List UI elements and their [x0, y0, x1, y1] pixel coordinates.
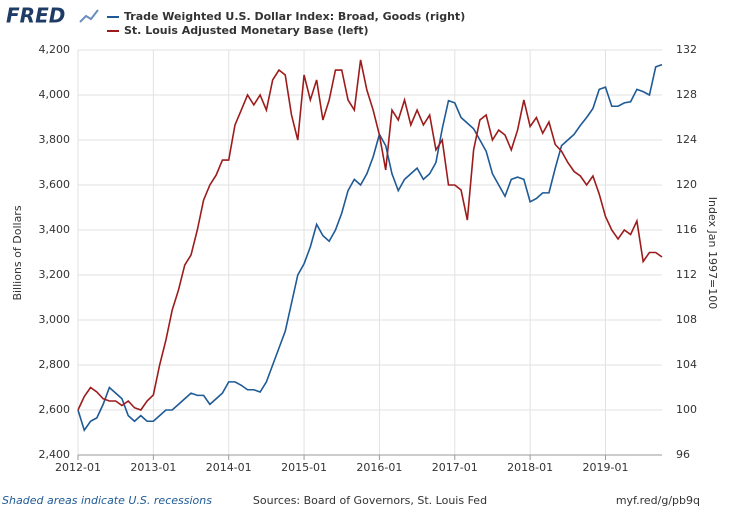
x-tick-label: 2013-01 — [130, 461, 176, 474]
y2-tick-label: 132 — [676, 43, 697, 56]
y2-tick-label: 100 — [676, 403, 697, 416]
y2-tick-label: 112 — [676, 268, 697, 281]
legend-label: St. Louis Adjusted Monetary Base (left) — [124, 24, 369, 37]
x-tick-label: 2012-01 — [55, 461, 101, 474]
x-tick-label: 2014-01 — [206, 461, 252, 474]
y2-tick-label: 128 — [676, 88, 697, 101]
x-tick-label: 2018-01 — [507, 461, 553, 474]
x-tick-label: 2015-01 — [281, 461, 327, 474]
y2-tick-label: 124 — [676, 133, 697, 146]
footer-link[interactable]: myf.red/g/pb9q — [616, 494, 700, 507]
y-tick-label: 2,800 — [39, 358, 71, 371]
y-tick-label: 4,000 — [39, 88, 71, 101]
footer-note: Shaded areas indicate U.S. recessions — [2, 494, 212, 507]
footer-source: Sources: Board of Governors, St. Louis F… — [253, 494, 487, 507]
y2-tick-label: 120 — [676, 178, 697, 191]
y-tick-label: 3,200 — [39, 268, 71, 281]
x-tick-label: 2019-01 — [582, 461, 628, 474]
y2-tick-label: 104 — [676, 358, 697, 371]
x-tick-label: 2017-01 — [432, 461, 478, 474]
legend-label: Trade Weighted U.S. Dollar Index: Broad,… — [124, 10, 465, 23]
x-tick-label: 2016-01 — [356, 461, 402, 474]
y2-tick-label: 96 — [676, 448, 690, 461]
logo-icon — [79, 9, 99, 23]
y2-axis-label: Index Jan 1997=100 — [706, 197, 719, 309]
y-tick-label: 3,000 — [39, 313, 71, 326]
series-line — [77, 59, 663, 411]
y2-tick-label: 108 — [676, 313, 697, 326]
series-line — [77, 63, 663, 433]
y-tick-label: 2,400 — [39, 448, 71, 461]
y-axis-label: Billions of Dollars — [11, 205, 24, 300]
y-tick-label: 3,600 — [39, 178, 71, 191]
y-tick-label: 3,400 — [39, 223, 71, 236]
y-tick-label: 4,200 — [39, 43, 71, 56]
y-tick-label: 3,800 — [39, 133, 71, 146]
y2-tick-label: 116 — [676, 223, 697, 236]
logo: FRED — [6, 4, 65, 28]
y-tick-label: 2,600 — [39, 403, 71, 416]
